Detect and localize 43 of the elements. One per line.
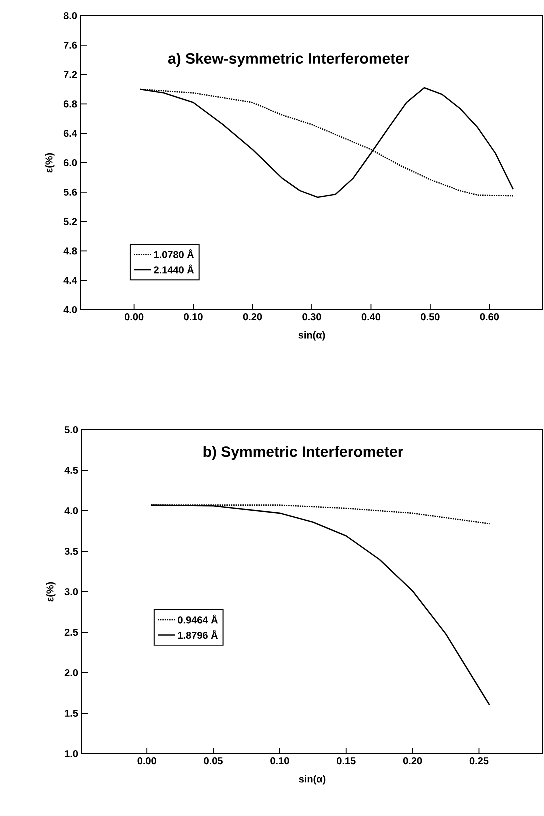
y-tick-label: 4.4 bbox=[64, 277, 78, 284]
x-tick-label: 0.10 bbox=[184, 314, 203, 321]
y-tick-label: 6.8 bbox=[64, 100, 78, 108]
y-tick-label: 4.5 bbox=[64, 467, 78, 474]
x-tick-label: 0.60 bbox=[480, 314, 500, 321]
x-tick-label: 0.30 bbox=[302, 314, 322, 321]
legend-label: 1.8796 Å bbox=[178, 630, 218, 640]
y-tick-label: 4.0 bbox=[64, 507, 78, 515]
x-tick-label: 0.10 bbox=[270, 758, 290, 765]
x-tick-label: 0.05 bbox=[204, 758, 223, 765]
y-tick-label: 5.2 bbox=[64, 218, 78, 226]
x-tick-label: 0.00 bbox=[124, 314, 144, 321]
y-tick-label: 2.5 bbox=[64, 628, 78, 636]
y-axis-title: ε(%) bbox=[45, 153, 55, 173]
legend-label: 2.1440 Å bbox=[154, 264, 194, 274]
x-tick-label: 0.00 bbox=[138, 758, 156, 765]
y-tick-label: 7.6 bbox=[64, 42, 78, 49]
y-tick-label: 4.0 bbox=[64, 306, 78, 314]
legend-label: 1.0780 Å bbox=[154, 249, 194, 258]
text: a) Skew-symmetric Interferometer bbox=[168, 53, 410, 67]
y-tick-label: 5.6 bbox=[64, 188, 78, 196]
x-tick-label: 0.20 bbox=[403, 758, 422, 765]
legend-label: 0.9464 Å bbox=[178, 614, 218, 624]
y-tick-label: 4.8 bbox=[64, 248, 78, 255]
y-tick-label: 3.5 bbox=[64, 548, 78, 556]
x-axis-title: sin(α) bbox=[299, 775, 326, 785]
y-tick-label: 6.0 bbox=[64, 159, 78, 167]
x-axis-title: sin(α) bbox=[298, 331, 326, 341]
y-tick-label: 3.0 bbox=[64, 588, 78, 596]
y-tick-label: 8.0 bbox=[64, 12, 78, 20]
text: b) Symmetric Interferometer bbox=[204, 446, 404, 460]
x-tick-label: 0.25 bbox=[470, 758, 489, 765]
y-tick-label: 1.5 bbox=[65, 710, 78, 717]
x-tick-label: 0.15 bbox=[337, 758, 356, 765]
x-tick-label: 0.20 bbox=[243, 314, 262, 321]
y-tick-label: 2.0 bbox=[64, 669, 78, 677]
y-axis-title: ε(%) bbox=[46, 582, 56, 602]
x-tick-label: 0.40 bbox=[362, 314, 381, 321]
y-tick-label: 6.4 bbox=[64, 130, 78, 138]
x-tick-label: 0.50 bbox=[421, 314, 440, 321]
y-tick-label: 5.0 bbox=[64, 426, 78, 434]
y-tick-label: 7.2 bbox=[64, 71, 78, 78]
y-tick-label: 1.0 bbox=[65, 750, 78, 758]
